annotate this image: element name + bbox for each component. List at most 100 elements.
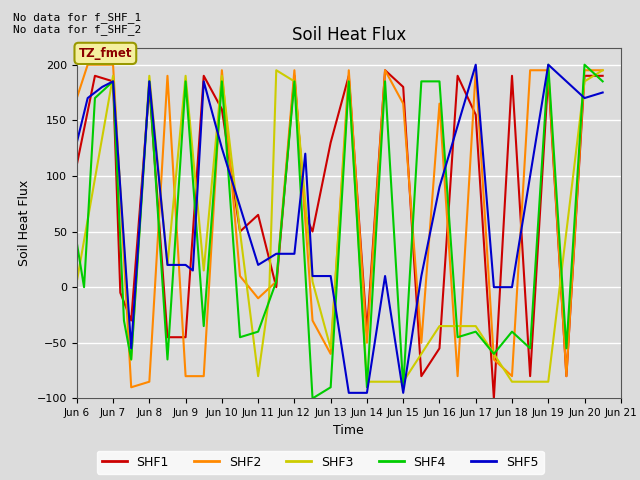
SHF1 <box>164 335 172 340</box>
SHF2 <box>84 62 92 68</box>
SHF4 <box>164 357 172 362</box>
SHF4 <box>308 396 316 401</box>
SHF4 <box>80 284 88 290</box>
SHF4 <box>127 357 135 362</box>
SHF3 <box>218 73 226 79</box>
SHF4 <box>545 62 552 68</box>
SHF4 <box>345 79 353 84</box>
SHF2 <box>345 67 353 73</box>
SHF2 <box>109 62 117 68</box>
SHF1 <box>490 396 498 401</box>
SHF5 <box>490 284 498 290</box>
SHF5 <box>84 95 92 101</box>
SHF5 <box>109 79 117 84</box>
SHF2 <box>490 357 498 362</box>
SHF2 <box>381 67 389 73</box>
Line: SHF4: SHF4 <box>77 65 603 398</box>
SHF2 <box>182 373 189 379</box>
SHF5 <box>399 390 407 396</box>
SHF2 <box>254 295 262 301</box>
SHF3 <box>599 67 607 73</box>
SHF2 <box>200 373 207 379</box>
Text: No data for f_SHF_2: No data for f_SHF_2 <box>13 24 141 35</box>
SHF1 <box>116 290 124 296</box>
SHF5 <box>508 284 516 290</box>
SHF5 <box>218 145 226 151</box>
SHF3 <box>363 379 371 384</box>
X-axis label: Time: Time <box>333 424 364 437</box>
SHF2 <box>236 273 244 279</box>
SHF1 <box>200 73 207 79</box>
SHF3 <box>265 295 273 301</box>
SHF2 <box>417 340 425 346</box>
SHF4 <box>490 351 498 357</box>
SHF4 <box>200 323 207 329</box>
SHF4 <box>182 79 189 84</box>
SHF2 <box>472 67 479 73</box>
SHF2 <box>363 340 371 346</box>
Legend: SHF1, SHF2, SHF3, SHF4, SHF5: SHF1, SHF2, SHF3, SHF4, SHF5 <box>97 451 543 474</box>
SHF2 <box>164 73 172 79</box>
SHF3 <box>436 323 444 329</box>
SHF1 <box>308 228 316 234</box>
SHF3 <box>545 379 552 384</box>
SHF1 <box>218 106 226 112</box>
SHF4 <box>563 346 570 351</box>
SHF2 <box>508 373 516 379</box>
SHF1 <box>436 346 444 351</box>
SHF1 <box>236 228 244 234</box>
SHF3 <box>345 79 353 84</box>
SHF2 <box>545 67 552 73</box>
SHF3 <box>327 346 335 351</box>
SHF4 <box>472 329 479 335</box>
SHF2 <box>599 67 607 73</box>
SHF1 <box>417 373 425 379</box>
SHF1 <box>127 318 135 324</box>
Line: SHF5: SHF5 <box>77 65 603 393</box>
SHF3 <box>291 79 298 84</box>
Line: SHF3: SHF3 <box>77 70 603 382</box>
SHF4 <box>273 279 280 285</box>
SHF4 <box>436 79 444 84</box>
SHF4 <box>508 329 516 335</box>
SHF4 <box>91 95 99 101</box>
SHF2 <box>127 384 135 390</box>
SHF1 <box>381 67 389 73</box>
Text: No data for f_SHF_1: No data for f_SHF_1 <box>13 12 141 23</box>
SHF1 <box>182 335 189 340</box>
SHF5 <box>273 251 280 257</box>
SHF1 <box>109 79 117 84</box>
SHF5 <box>73 140 81 145</box>
SHF2 <box>273 279 280 285</box>
SHF1 <box>91 73 99 79</box>
SHF1 <box>345 73 353 79</box>
SHF5 <box>99 84 106 90</box>
SHF4 <box>363 384 371 390</box>
SHF1 <box>301 212 309 218</box>
SHF4 <box>327 384 335 390</box>
SHF4 <box>381 79 389 84</box>
SHF4 <box>145 79 153 84</box>
SHF3 <box>254 373 262 379</box>
SHF3 <box>182 73 189 79</box>
SHF3 <box>200 267 207 273</box>
SHF3 <box>164 262 172 268</box>
Text: TZ_fmet: TZ_fmet <box>79 47 132 60</box>
SHF4 <box>580 62 588 68</box>
SHF1 <box>545 73 552 79</box>
SHF1 <box>73 162 81 168</box>
SHF5 <box>301 151 309 156</box>
SHF1 <box>399 84 407 90</box>
SHF5 <box>189 267 196 273</box>
SHF2 <box>454 373 461 379</box>
SHF4 <box>599 79 607 84</box>
SHF4 <box>399 384 407 390</box>
SHF5 <box>417 273 425 279</box>
SHF1 <box>563 373 570 379</box>
SHF1 <box>254 212 262 218</box>
SHF5 <box>327 273 335 279</box>
SHF3 <box>472 323 479 329</box>
SHF4 <box>417 79 425 84</box>
SHF3 <box>145 73 153 79</box>
SHF3 <box>236 228 244 234</box>
